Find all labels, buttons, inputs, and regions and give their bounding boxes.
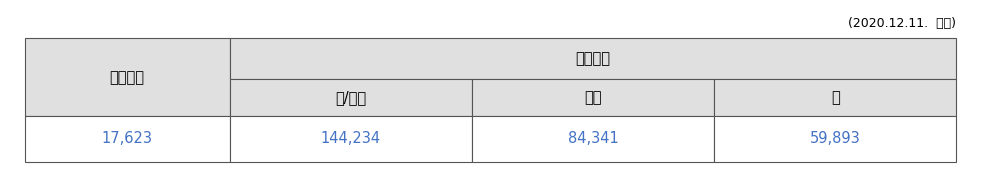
Text: 144,234: 144,234 [321,132,381,147]
Text: 그림: 그림 [585,90,601,105]
Text: (2020.12.11.  기준): (2020.12.11. 기준) [849,17,956,30]
Text: 대상논문: 대상논문 [110,70,144,85]
Text: 표/그림: 표/그림 [336,90,366,105]
Text: 59,893: 59,893 [810,132,860,147]
Text: 구축내역: 구축내역 [576,51,610,66]
Text: 표: 표 [831,90,840,105]
Text: 17,623: 17,623 [102,132,152,147]
Text: 84,341: 84,341 [568,132,618,147]
